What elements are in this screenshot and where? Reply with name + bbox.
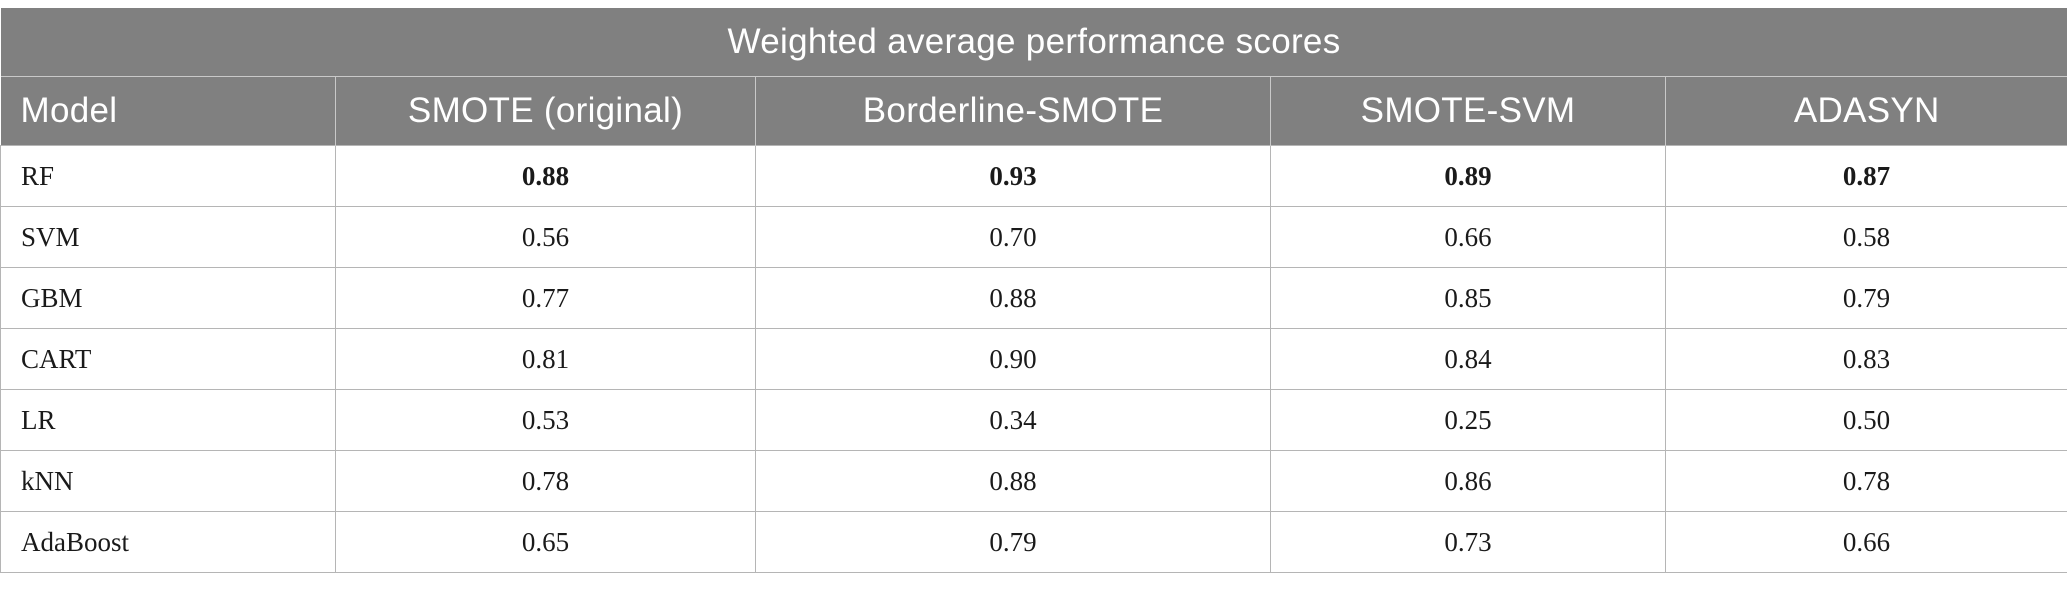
score-cell: 0.79: [1664, 267, 2067, 329]
table-row: AdaBoost 0.65 0.79 0.73 0.66: [0, 511, 2067, 573]
model-cell: LR: [0, 389, 336, 451]
score-cell: 0.87: [1664, 145, 2067, 207]
scores-table-container: Weighted average performance scores Mode…: [0, 8, 2067, 573]
table-header: Weighted average performance scores Mode…: [0, 8, 2067, 146]
score-cell: 0.84: [1270, 328, 1666, 390]
table-row: kNN 0.78 0.88 0.86 0.78: [0, 450, 2067, 512]
score-cell: 0.85: [1270, 267, 1666, 329]
score-cell: 0.66: [1270, 206, 1666, 268]
score-cell: 0.50: [1664, 389, 2067, 451]
model-cell: AdaBoost: [0, 511, 336, 573]
table-row: RF 0.88 0.93 0.89 0.87: [0, 145, 2067, 207]
table-row: CART 0.81 0.90 0.84 0.83: [0, 328, 2067, 390]
score-cell: 0.73: [1270, 511, 1666, 573]
score-cell: 0.89: [1270, 145, 1666, 207]
column-header-row: Model SMOTE (original) Borderline-SMOTE …: [0, 76, 2067, 146]
score-cell: 0.79: [755, 511, 1271, 573]
score-cell: 0.78: [335, 450, 756, 512]
column-header-smote-svm: SMOTE-SVM: [1270, 76, 1666, 146]
score-cell: 0.53: [335, 389, 756, 451]
table-title: Weighted average performance scores: [0, 8, 2067, 77]
score-cell: 0.88: [755, 267, 1271, 329]
model-cell: kNN: [0, 450, 336, 512]
score-cell: 0.83: [1664, 328, 2067, 390]
score-cell: 0.88: [755, 450, 1271, 512]
score-cell: 0.90: [755, 328, 1271, 390]
score-cell: 0.88: [335, 145, 756, 207]
score-cell: 0.81: [335, 328, 756, 390]
column-header-borderline-smote: Borderline-SMOTE: [755, 76, 1271, 146]
column-header-smote-original: SMOTE (original): [335, 76, 756, 146]
score-cell: 0.78: [1664, 450, 2067, 512]
model-cell: CART: [0, 328, 336, 390]
model-cell: RF: [0, 145, 336, 207]
score-cell: 0.34: [755, 389, 1271, 451]
model-cell: GBM: [0, 267, 336, 329]
column-header-adasyn: ADASYN: [1664, 76, 2067, 146]
score-cell: 0.93: [755, 145, 1271, 207]
table-row: GBM 0.77 0.88 0.85 0.79: [0, 267, 2067, 329]
score-cell: 0.70: [755, 206, 1271, 268]
score-cell: 0.58: [1664, 206, 2067, 268]
model-cell: SVM: [0, 206, 336, 268]
score-cell: 0.65: [335, 511, 756, 573]
table-body: RF 0.88 0.93 0.89 0.87 SVM 0.56 0.70 0.6…: [0, 145, 2067, 573]
score-cell: 0.86: [1270, 450, 1666, 512]
column-header-model: Model: [0, 76, 336, 146]
score-cell: 0.25: [1270, 389, 1666, 451]
score-cell: 0.77: [335, 267, 756, 329]
table-row: LR 0.53 0.34 0.25 0.50: [0, 389, 2067, 451]
scores-table: Weighted average performance scores Mode…: [0, 8, 2067, 573]
score-cell: 0.56: [335, 206, 756, 268]
table-title-row: Weighted average performance scores: [0, 8, 2067, 77]
table-row: SVM 0.56 0.70 0.66 0.58: [0, 206, 2067, 268]
score-cell: 0.66: [1664, 511, 2067, 573]
